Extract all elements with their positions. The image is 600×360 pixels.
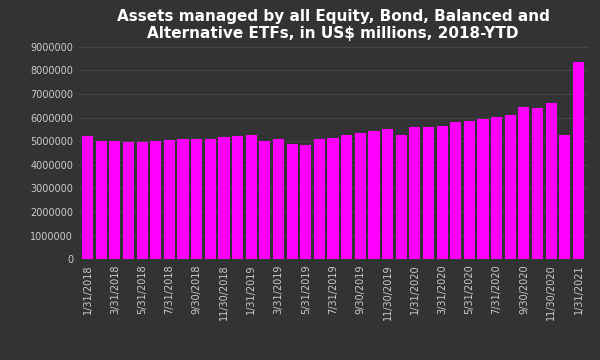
Bar bbox=[245, 135, 257, 259]
Bar bbox=[314, 139, 325, 259]
Bar bbox=[395, 135, 407, 259]
Bar bbox=[232, 136, 243, 259]
Bar bbox=[95, 141, 107, 259]
Bar bbox=[328, 138, 338, 259]
Bar bbox=[137, 142, 148, 259]
Bar bbox=[491, 117, 502, 259]
Bar bbox=[164, 140, 175, 259]
Bar bbox=[355, 133, 366, 259]
Bar bbox=[82, 136, 93, 259]
Bar bbox=[259, 141, 271, 259]
Bar bbox=[382, 129, 393, 259]
Bar bbox=[287, 144, 298, 259]
Bar bbox=[559, 135, 571, 259]
Bar bbox=[532, 108, 543, 259]
Bar bbox=[341, 135, 352, 259]
Bar bbox=[423, 127, 434, 259]
Bar bbox=[300, 145, 311, 259]
Bar bbox=[273, 139, 284, 259]
Bar bbox=[178, 139, 188, 259]
Bar bbox=[191, 139, 202, 259]
Bar bbox=[368, 131, 380, 259]
Bar bbox=[450, 122, 461, 259]
Bar bbox=[123, 142, 134, 259]
Bar bbox=[437, 126, 448, 259]
Bar bbox=[518, 107, 529, 259]
Bar bbox=[409, 127, 421, 259]
Bar bbox=[218, 137, 229, 259]
Bar bbox=[573, 62, 584, 259]
Bar bbox=[478, 119, 488, 259]
Bar bbox=[505, 115, 516, 259]
Bar bbox=[205, 139, 216, 259]
Bar bbox=[109, 141, 121, 259]
Bar bbox=[150, 141, 161, 259]
Bar bbox=[545, 103, 557, 259]
Title: Assets managed by all Equity, Bond, Balanced and
Alternative ETFs, in US$ millio: Assets managed by all Equity, Bond, Bala… bbox=[116, 9, 550, 41]
Bar bbox=[464, 121, 475, 259]
